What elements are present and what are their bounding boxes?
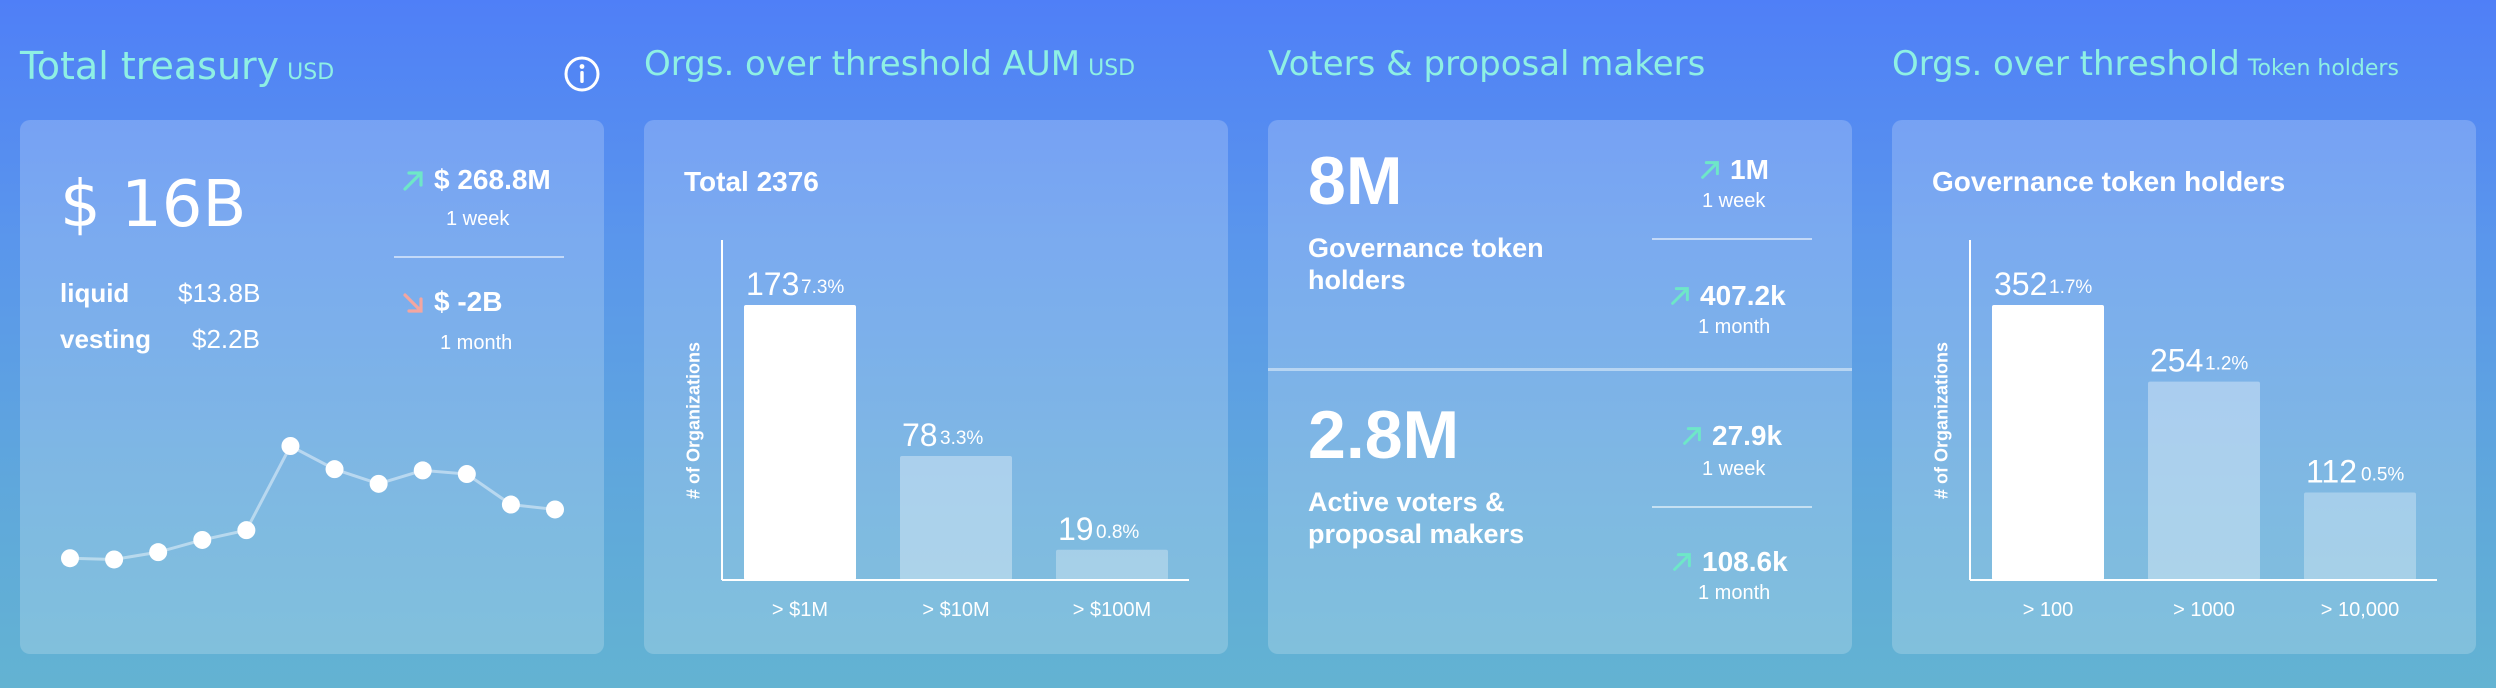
bar-0 — [744, 305, 856, 580]
voters-section: Voters & proposal makers 8M Governance t… — [1268, 0, 1852, 688]
vesting-label: vesting — [60, 324, 152, 354]
bar-pct-0: 7.3% — [801, 277, 844, 298]
sparkline-point-11 — [546, 500, 564, 519]
aum-unit: USD — [1088, 56, 1136, 81]
aum-title: Orgs. over threshold AUM USD — [644, 44, 1135, 84]
sparkline-point-1 — [105, 550, 124, 569]
treasury-delta-week-period: 1 week — [446, 208, 510, 230]
aum-title-text: Orgs. over threshold AUM — [644, 44, 1081, 84]
sparkline-point-5 — [281, 437, 300, 455]
bar-value-0: 173 — [746, 266, 799, 302]
gov-holders-label: Governance token holders — [1308, 233, 1544, 295]
vesting-value: $2.2B — [192, 324, 260, 354]
liquid-label: liquid — [60, 278, 130, 308]
treasury-title-text: Total treasury — [20, 44, 280, 88]
gov-delta-divider — [1652, 238, 1812, 240]
bar-1 — [2148, 381, 2260, 580]
gov-holders-value: 8M — [1308, 143, 1403, 219]
active-week-value: 27.9k — [1712, 420, 1783, 451]
holders-title: Orgs. over threshold Token holders — [1892, 44, 2399, 84]
holders-unit: Token holders — [2247, 56, 2399, 81]
gov-month-period: 1 month — [1698, 316, 1771, 338]
x-tick-label-0: > $1M — [772, 599, 828, 621]
arrow-up-right-icon — [403, 171, 423, 191]
treasury-delta-month-value: $ -2B — [434, 286, 503, 317]
sparkline-point-2 — [149, 543, 168, 562]
gov-month-value: 407.2k — [1700, 280, 1786, 311]
sparkline-point-4 — [237, 521, 256, 540]
arrow-up-right-icon — [1671, 287, 1689, 305]
active-month-period: 1 month — [1698, 582, 1771, 604]
sparkline-point-10 — [501, 495, 520, 514]
aum-bar-chart: 173 7.3% > $1M 78 3.3% > $10M 19 0.8% > $100M — [721, 240, 1189, 621]
arrow-up-right-icon — [1683, 427, 1701, 445]
gov-week-value: 1M — [1730, 154, 1769, 185]
active-voters-value: 2.8M — [1308, 397, 1460, 473]
active-week-period: 1 week — [1702, 458, 1766, 480]
voters-title-text: Voters & proposal makers — [1268, 44, 1706, 84]
sparkline-point-9 — [457, 465, 476, 484]
bar-2 — [2304, 492, 2416, 580]
holders-section: Orgs. over threshold Token holders Govern… — [1892, 0, 2476, 688]
info-icon[interactable] — [562, 54, 602, 94]
x-tick-label-2: > 10,000 — [2321, 599, 2399, 621]
voters-card-divider — [1268, 368, 1852, 371]
voters-title: Voters & proposal makers — [1268, 44, 1705, 84]
treasury-title: Total treasury USD — [20, 44, 334, 88]
liquid-value: $13.8B — [178, 278, 261, 308]
treasury-amount: $ 16B — [60, 168, 247, 242]
x-tick-label-2: > $100M — [1073, 599, 1151, 621]
sparkline-point-6 — [325, 460, 344, 479]
arrow-up-right-icon — [1673, 553, 1691, 571]
bar-pct-1: 3.3% — [940, 428, 983, 449]
sparkline-point-3 — [193, 530, 212, 549]
bar-pct-2: 0.8% — [1096, 522, 1139, 543]
treasury-card: $ 16B liquid $13.8B vesting $2.2B $ 268.… — [20, 120, 604, 654]
voters-card: 8M Governance token holders 1M 1 week 40… — [1268, 120, 1852, 654]
bar-0 — [1992, 305, 2104, 580]
holders-bar-chart: 352 1.7% > 100 254 1.2% > 1000 112 0.5% > 10,000 — [1969, 240, 2437, 621]
treasury-delta-divider — [394, 256, 564, 258]
treasury-sparkline — [61, 437, 564, 569]
x-tick-label-1: > 1000 — [2173, 599, 2235, 621]
bar-value-2: 112 — [2306, 454, 2357, 490]
bar-pct-1: 1.2% — [2205, 354, 2248, 375]
sparkline-line — [69, 443, 556, 561]
holders-subtitle: Governance token holders — [1932, 166, 2286, 197]
treasury-section: Total treasury USD $ 16B liquid $13.8B ve… — [20, 0, 604, 688]
sparkline-point-8 — [413, 461, 432, 480]
arrow-down-right-icon — [403, 293, 423, 313]
bar-pct-0: 1.7% — [2049, 277, 2092, 298]
active-month-value: 108.6k — [1702, 546, 1788, 577]
bar-value-1: 254 — [2150, 343, 2203, 379]
holders-card: Governance token holders # of Organizati… — [1892, 120, 2476, 654]
treasury-unit: USD — [287, 60, 335, 85]
bar-2 — [1056, 549, 1168, 580]
treasury-delta-month-period: 1 month — [440, 332, 513, 354]
aum-card: Total 2376 # of Organizations 173 7.3% > $… — [644, 120, 1228, 654]
aum-subtitle: Total 2376 — [684, 166, 819, 197]
arrow-up-right-icon — [1701, 161, 1719, 179]
bar-value-0: 352 — [1994, 266, 2047, 302]
bar-1 — [900, 456, 1012, 580]
active-delta-divider — [1652, 506, 1812, 508]
sparkline-point-7 — [369, 474, 388, 493]
sparkline-point-0 — [61, 549, 79, 568]
treasury-delta-week-value: $ 268.8M — [434, 164, 551, 195]
aum-section: Orgs. over threshold AUM USD Total 2376 #… — [644, 0, 1228, 688]
bar-value-1: 78 — [902, 417, 938, 453]
holders-title-text: Orgs. over threshold — [1892, 44, 2240, 84]
x-tick-label-1: > $10M — [922, 599, 989, 621]
gov-week-period: 1 week — [1702, 190, 1766, 212]
x-tick-label-0: > 100 — [2023, 599, 2074, 621]
bar-value-2: 19 — [1058, 511, 1094, 547]
active-voters-label: Active voters & proposal makers — [1308, 487, 1525, 549]
bar-pct-2: 0.5% — [2361, 465, 2404, 486]
